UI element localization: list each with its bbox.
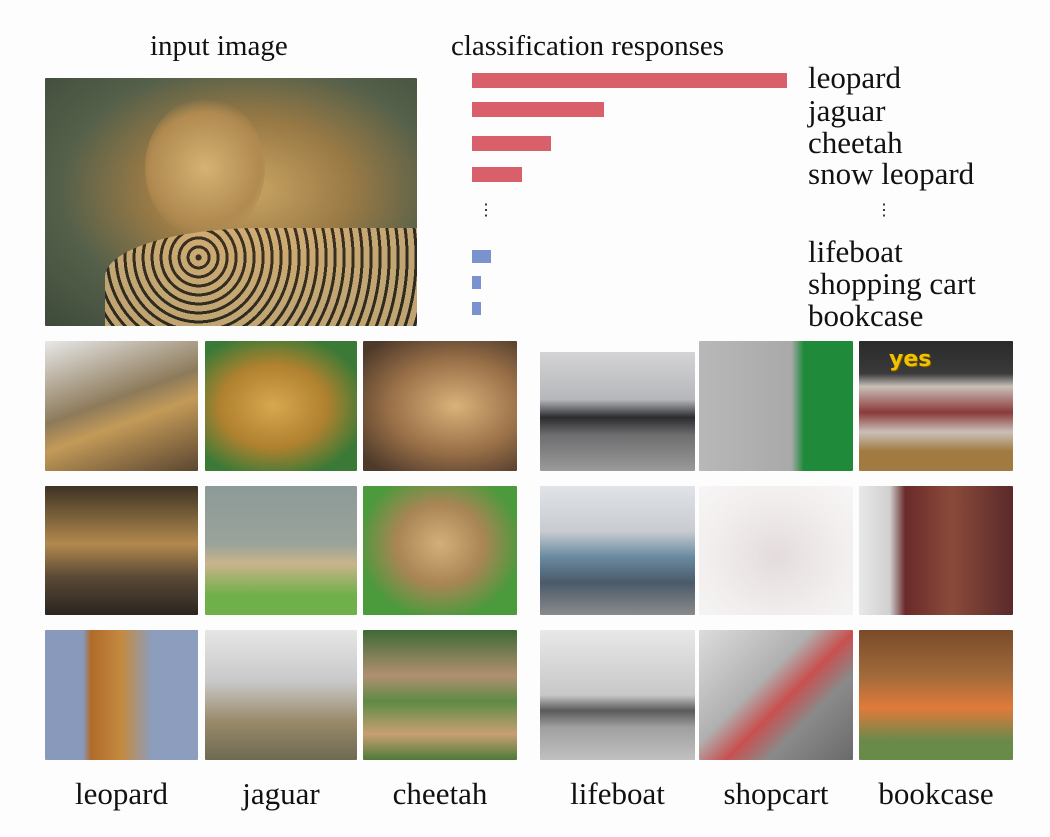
photo-bookcase-2	[859, 486, 1013, 615]
bar-cheetah	[472, 136, 551, 151]
photo-bookcase-3	[859, 630, 1013, 760]
class-label-leopard: leopard	[808, 60, 901, 95]
column-label-bookcase: bookcase	[878, 776, 994, 811]
bar-jaguar	[472, 102, 605, 117]
input-image-title: input image	[150, 30, 288, 62]
photo-leopard-2	[45, 486, 198, 615]
photo-shopcart-2	[699, 486, 853, 615]
photo-jaguar-2	[205, 486, 357, 615]
bar-leopard	[472, 73, 787, 88]
photo-jaguar-3	[205, 630, 357, 760]
photo-lifeboat-3	[540, 630, 695, 760]
classification-responses-title: classification responses	[451, 30, 725, 62]
bar-gap-marker: ⋮	[478, 202, 494, 219]
bar-shopping-cart	[472, 276, 482, 289]
bar-lifeboat	[472, 250, 491, 263]
photo-cheetah-3	[363, 630, 517, 760]
yes-overlay-text: yes	[889, 347, 932, 372]
column-label-leopard: leopard	[75, 776, 168, 811]
class-label-jaguar: jaguar	[808, 93, 886, 128]
photo-lifeboat-2	[540, 486, 695, 615]
photo-bookcase-1: yes	[859, 341, 1013, 471]
class-label-cheetah: cheetah	[808, 125, 903, 160]
photo-leopard-1	[45, 341, 198, 471]
input-image-leopard	[45, 78, 417, 326]
column-label-lifeboat: lifeboat	[570, 776, 665, 811]
photo-leopard-3	[45, 630, 198, 760]
photo-jaguar-1	[205, 341, 357, 471]
column-label-shopcart: shopcart	[723, 776, 829, 811]
class-label-snow-leopard: snow leopard	[808, 156, 975, 191]
column-label-cheetah: cheetah	[392, 776, 488, 811]
photo-shopcart-1	[699, 341, 853, 471]
column-label-jaguar: jaguar	[242, 776, 320, 811]
photo-cheetah-1	[363, 341, 517, 471]
photo-shopcart-3	[699, 630, 853, 760]
bar-snow-leopard	[472, 167, 523, 182]
photo-lifeboat-1	[540, 352, 695, 471]
photo-cheetah-2	[363, 486, 517, 615]
label-gap-marker: ⋮	[876, 202, 892, 219]
class-label-bookcase: bookcase	[808, 298, 924, 333]
class-label-shopping-cart: shopping cart	[808, 266, 976, 301]
class-label-lifeboat: lifeboat	[808, 234, 903, 269]
bar-bookcase	[472, 302, 482, 315]
